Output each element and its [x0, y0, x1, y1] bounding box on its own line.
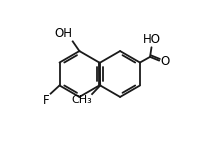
Text: CH₃: CH₃	[71, 95, 92, 105]
Text: OH: OH	[54, 27, 72, 40]
Text: F: F	[43, 94, 50, 107]
Text: HO: HO	[143, 33, 161, 46]
Text: O: O	[160, 55, 170, 68]
